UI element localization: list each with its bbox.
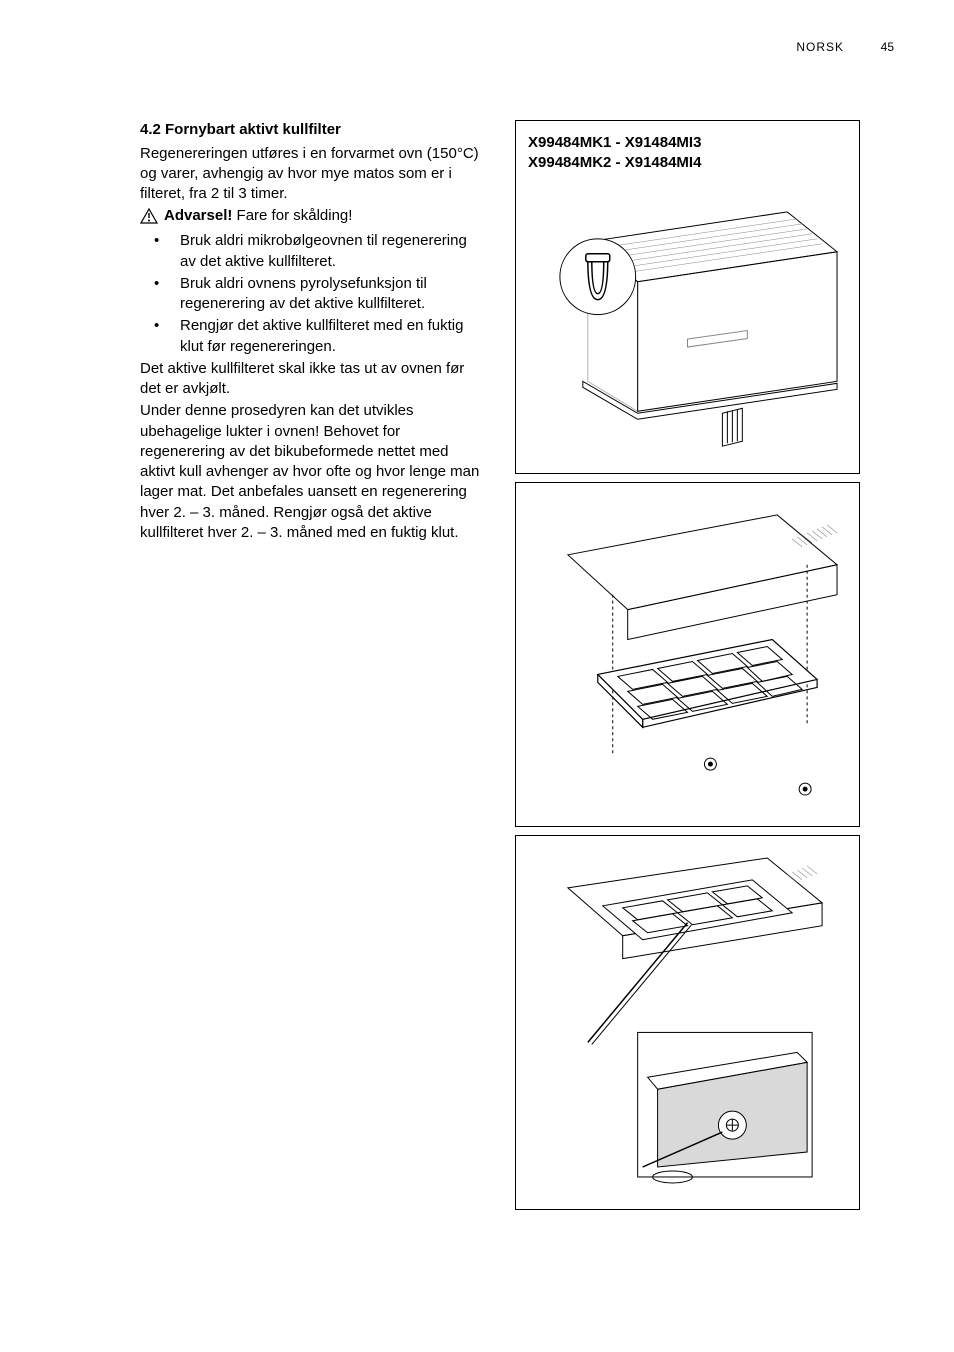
intro-paragraph: Regenereringen utføres i en forvarmet ov… <box>140 144 485 205</box>
diagram-1-hood-lamp <box>528 182 847 461</box>
diagram-box-2 <box>515 482 860 827</box>
page-language-header: NORSK <box>796 40 844 54</box>
paragraph-2: Det aktive kullfilteret skal ikke tas ut… <box>140 359 485 400</box>
content-wrapper: 4.2 Fornybart aktivt kullfilter Regenere… <box>140 120 894 1218</box>
list-item: Rengjør det aktive kullfilteret med en f… <box>140 316 485 357</box>
diagram-model-title: X99484MK1 - X91484MI3 X99484MK2 - X91484… <box>528 133 847 172</box>
right-diagram-column: X99484MK1 - X91484MI3 X99484MK2 - X91484… <box>515 120 860 1218</box>
warning-line: Advarsel! Fare for skålding! <box>140 206 485 229</box>
diagram-3-filter-screw <box>528 848 847 1197</box>
diagram-box-1: X99484MK1 - X91484MI3 X99484MK2 - X91484… <box>515 120 860 474</box>
left-text-column: 4.2 Fornybart aktivt kullfilter Regenere… <box>140 120 485 1218</box>
list-item: Bruk aldri mikrobølgeovnen til regenerer… <box>140 231 485 272</box>
diagram-box-3 <box>515 835 860 1210</box>
warning-text-container: Advarsel! Fare for skålding! <box>164 206 352 226</box>
list-item: Bruk aldri ovnens pyrolysefunksjon til r… <box>140 274 485 315</box>
bullet-list: Bruk aldri mikrobølgeovnen til regenerer… <box>140 231 485 357</box>
section-title: 4.2 Fornybart aktivt kullfilter <box>140 120 485 140</box>
warning-triangle-icon <box>140 208 158 229</box>
warning-label: Advarsel! <box>164 207 232 224</box>
paragraph-3: Under denne prosedyren kan det utvikles … <box>140 401 485 543</box>
page-number: 45 <box>881 40 894 54</box>
warning-text: Fare for skålding! <box>237 207 353 224</box>
diagram-2-filter-install <box>528 495 847 814</box>
